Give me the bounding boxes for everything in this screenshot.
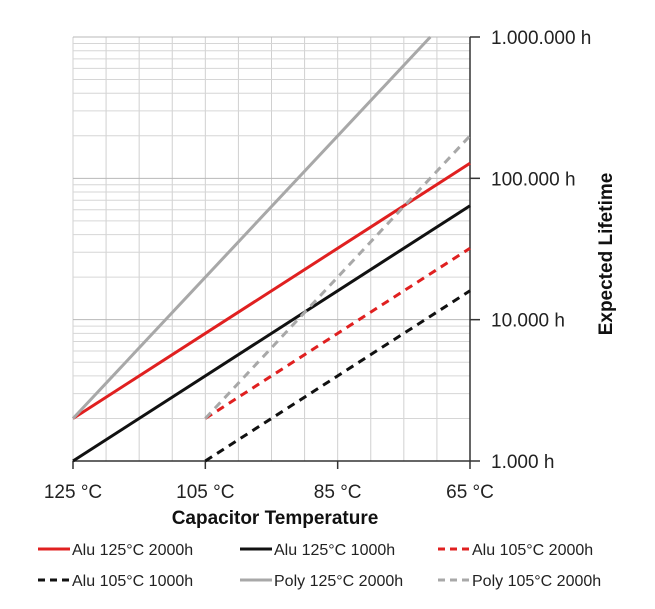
- legend-label: Poly 125°C 2000h: [274, 573, 403, 590]
- y-tick-label: 10.000 h: [491, 311, 565, 332]
- x-tick-label: 85 °C: [314, 482, 362, 503]
- x-tick-label: 105 °C: [176, 482, 234, 503]
- y-tick-label: 1.000 h: [491, 452, 554, 473]
- y-tick-label: 100.000 h: [491, 169, 576, 190]
- legend-label: Alu 105°C 1000h: [72, 573, 193, 590]
- series-line-6: [204, 134, 472, 420]
- tick-labels: 125 °C 105 °C 85 °C 65 °C 1.000 h 10.000 h 100…: [44, 28, 592, 503]
- y-tick-label: 1.000.000 h: [491, 28, 591, 49]
- series-line-1: [72, 161, 471, 420]
- grid: [72, 36, 471, 462]
- series-lines: [71, 35, 472, 463]
- legend-label: Alu 125°C 2000h: [72, 542, 193, 559]
- x-tick-label: 65 °C: [446, 482, 494, 503]
- series-line-4: [204, 289, 471, 463]
- y-axis-title: Expected Lifetime: [596, 173, 617, 336]
- legend-label: Alu 125°C 1000h: [274, 542, 395, 559]
- x-axis-title: Capacitor Temperature: [172, 508, 379, 529]
- series-line-2: [72, 204, 471, 463]
- legend-label: Poly 105°C 2000h: [472, 573, 601, 590]
- axes: [72, 36, 480, 469]
- series-line-3: [204, 247, 471, 420]
- legend-label: Alu 105°C 2000h: [472, 542, 593, 559]
- legend: Alu 125°C 2000h Alu 125°C 1000h Alu 105°C …: [38, 542, 601, 590]
- x-tick-label: 125 °C: [44, 482, 102, 503]
- series-line-5: [71, 35, 432, 420]
